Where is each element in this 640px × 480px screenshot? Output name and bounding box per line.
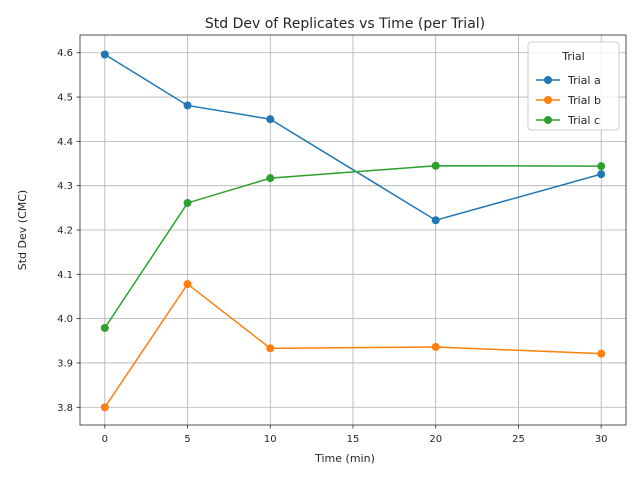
data-point-trial-b	[100, 403, 109, 412]
x-axis-label: Time (min)	[314, 452, 375, 465]
x-tick-label: 25	[512, 434, 525, 445]
legend-box	[527, 41, 620, 131]
legend-swatch-marker-trial-b	[544, 96, 552, 104]
y-tick-label: 4.4	[57, 137, 73, 148]
y-tick-label: 4.6	[57, 48, 73, 59]
data-point-trial-c	[266, 174, 275, 183]
x-tick-label: 30	[595, 434, 608, 445]
data-point-trial-c	[597, 162, 606, 171]
y-tick-label: 4.3	[57, 181, 73, 192]
y-tick-label: 4.1	[57, 270, 73, 281]
data-point-trial-c	[183, 198, 192, 207]
legend-label-trial-c: Trial c	[567, 114, 600, 127]
x-tick-label: 15	[347, 434, 360, 445]
data-point-trial-a	[266, 115, 275, 124]
legend-label-trial-b: Trial b	[567, 94, 601, 107]
x-tick-label: 10	[264, 434, 277, 445]
data-point-trial-a	[431, 216, 440, 225]
chart-title: Std Dev of Replicates vs Time (per Trial…	[205, 16, 485, 32]
legend-swatch-marker-trial-a	[544, 76, 552, 84]
data-point-trial-a	[183, 101, 192, 110]
x-tick-label: 20	[429, 434, 442, 445]
legend-label-trial-a: Trial a	[567, 74, 601, 87]
y-tick-label: 3.9	[57, 358, 73, 369]
data-point-trial-a	[597, 170, 606, 179]
x-tick-label: 0	[102, 434, 108, 445]
data-point-trial-b	[266, 344, 275, 353]
y-tick-label: 3.8	[57, 403, 73, 414]
data-point-trial-b	[597, 349, 606, 358]
data-point-trial-c	[431, 161, 440, 170]
data-point-trial-b	[183, 280, 192, 289]
y-tick-label: 4.0	[57, 314, 73, 325]
data-point-trial-a	[100, 50, 109, 59]
y-tick-label: 4.2	[57, 226, 73, 237]
x-tick-label: 5	[184, 434, 190, 445]
y-tick-label: 4.5	[57, 93, 73, 104]
legend-title: Trial	[561, 50, 584, 63]
legend: Trial Trial a Trial b Trial c	[527, 41, 620, 131]
series-group	[100, 50, 606, 412]
grid	[80, 35, 626, 425]
data-point-trial-c	[100, 323, 109, 332]
legend-swatch-marker-trial-c	[544, 116, 552, 124]
axis-ticks: 0 5 10 15 20 25 30 3.8 3.9 4.0 4.1 4.2 4.3 4.4 4.5 4.6	[57, 48, 607, 445]
data-point-trial-b	[431, 343, 440, 351]
y-axis-label: Std Dev (CMC)	[16, 190, 29, 270]
